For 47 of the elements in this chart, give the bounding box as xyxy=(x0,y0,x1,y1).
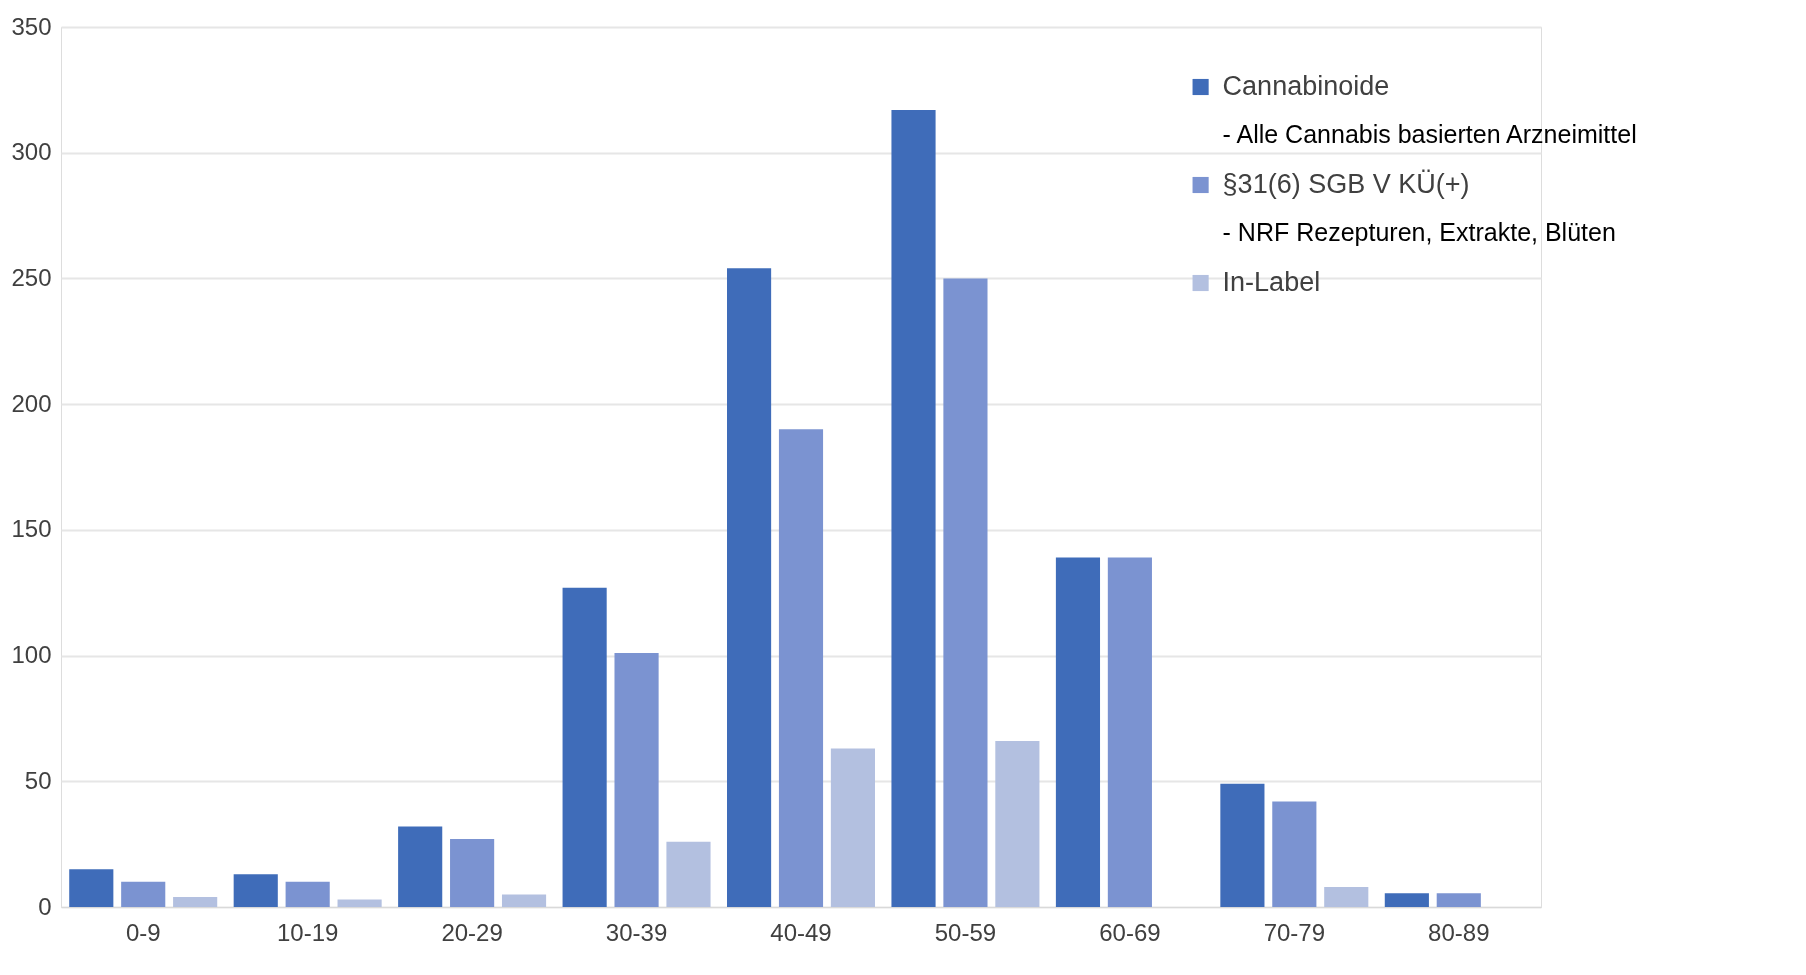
bar xyxy=(1220,783,1265,907)
bar xyxy=(173,896,218,907)
x-tick-label: 50-59 xyxy=(934,918,997,946)
legend-label: §31(6) SGB V KÜ(+) xyxy=(1222,169,1470,199)
bar xyxy=(1055,557,1101,907)
annotation: - NRF Rezepturen, Extrakte, Blüten xyxy=(1222,218,1616,246)
bar xyxy=(562,587,607,907)
bar xyxy=(1107,557,1152,907)
x-tick-label: 20-29 xyxy=(441,918,503,946)
bar xyxy=(666,841,711,907)
bar xyxy=(337,899,382,907)
bar xyxy=(450,839,495,907)
y-tick-label: 350 xyxy=(11,12,52,40)
y-tick-label: 100 xyxy=(11,641,52,669)
legend-label: In-Label xyxy=(1222,267,1321,297)
y-tick-label: 0 xyxy=(38,892,52,920)
y-tick-label: 50 xyxy=(24,766,52,794)
x-tick-label: 80-89 xyxy=(1428,918,1490,946)
x-tick-label: 30-39 xyxy=(605,918,668,946)
x-tick-label: 70-79 xyxy=(1263,918,1326,946)
y-tick-label: 200 xyxy=(11,389,52,417)
x-tick-label: 0-9 xyxy=(125,918,161,946)
bar xyxy=(1272,801,1317,907)
bar xyxy=(891,109,936,907)
y-tick-label: 250 xyxy=(11,263,52,291)
bar xyxy=(614,653,659,907)
bar xyxy=(233,874,278,907)
annotation: - Alle Cannabis basierten Arzneimittel xyxy=(1222,120,1637,148)
bar xyxy=(285,881,330,907)
y-tick-label: 150 xyxy=(11,515,52,543)
bar xyxy=(830,748,875,907)
bar xyxy=(1384,893,1429,907)
bar xyxy=(727,268,772,907)
bar xyxy=(69,869,114,907)
bar xyxy=(943,278,988,907)
x-tick-label: 60-69 xyxy=(1099,918,1161,946)
bar xyxy=(1436,893,1481,907)
x-tick-label: 40-49 xyxy=(770,918,832,946)
bar xyxy=(121,881,166,907)
x-tick-label: 10-19 xyxy=(276,918,339,946)
bar xyxy=(1324,886,1369,907)
legend-label: Cannabinoide xyxy=(1222,71,1390,101)
y-tick-label: 300 xyxy=(11,138,52,166)
bar xyxy=(501,894,547,907)
bar xyxy=(778,429,824,907)
bar xyxy=(995,741,1040,907)
bar xyxy=(398,826,443,907)
